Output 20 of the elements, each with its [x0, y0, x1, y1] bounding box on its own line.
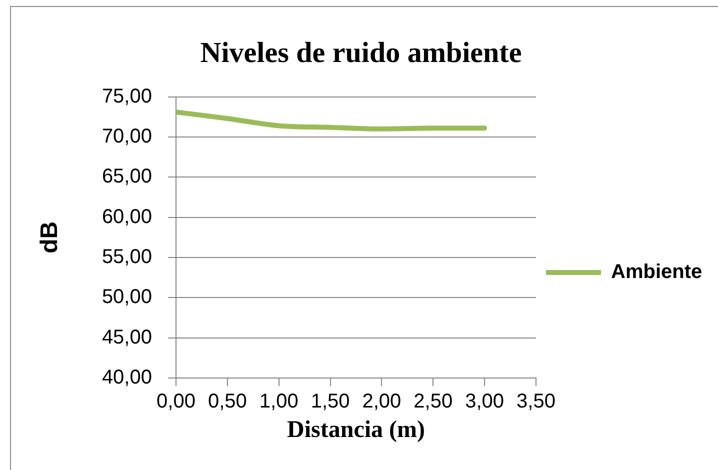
y-tick-label: 60,00: [102, 206, 152, 228]
y-axis-title: dB: [36, 221, 64, 254]
x-tick-label: 0,00: [156, 390, 196, 413]
x-tick-label: 1,50: [310, 390, 350, 413]
x-tick-label: 1,00: [259, 390, 298, 413]
y-tick-label: 45,00: [102, 326, 152, 348]
x-tick-label: 2,50: [414, 390, 453, 413]
legend-label: Ambiente: [611, 261, 702, 284]
y-tick-label: 65,00: [102, 166, 152, 188]
x-tick-label: 0,50: [208, 390, 247, 413]
y-tick-label: 70,00: [102, 125, 152, 148]
x-tick-label: 2,00: [362, 390, 402, 413]
y-tick-label: 75,00: [102, 85, 152, 108]
x-axis-title: Distancia (m): [287, 416, 425, 443]
y-tick-label: 50,00: [102, 286, 152, 308]
y-tick-label: 40,00: [102, 366, 152, 389]
x-tick-label: 3,50: [516, 390, 556, 413]
chart-title: Niveles de ruido ambiente: [200, 36, 522, 69]
x-tick-label: 3,00: [465, 390, 504, 413]
y-tick-label: 55,00: [102, 246, 152, 268]
